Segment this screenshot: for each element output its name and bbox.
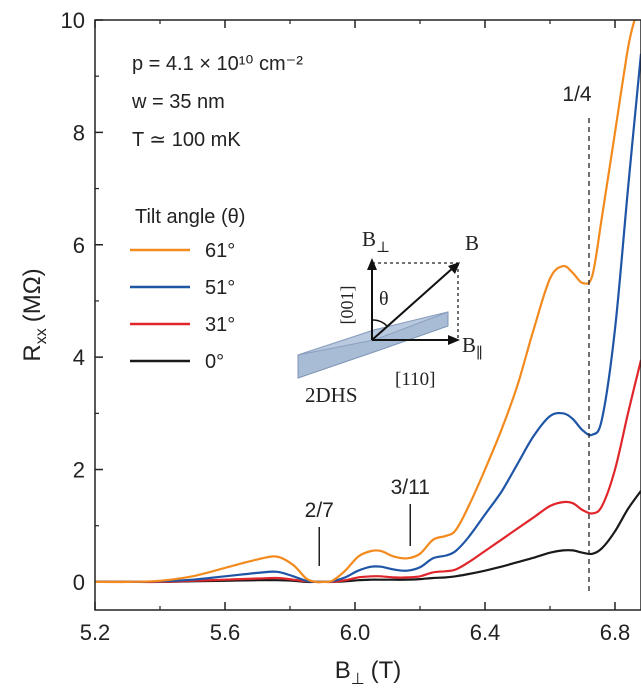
series-line-61deg xyxy=(95,20,636,584)
series-line-51deg xyxy=(95,53,641,584)
legend-label: 61° xyxy=(205,240,235,262)
y-tick-label: 10 xyxy=(61,8,85,33)
plot-frame xyxy=(94,19,641,611)
b-arrowhead xyxy=(448,262,460,274)
x-tick-label: 6.0 xyxy=(340,620,371,645)
density-label: p = 4.1 × 10¹⁰ cm⁻² xyxy=(132,53,303,75)
y-tick-label: 6 xyxy=(73,233,85,258)
x-tick-label: 5.6 xyxy=(210,620,241,645)
b-perp-arrowhead xyxy=(367,258,377,270)
tick-labels: 5.2 5.6 6.0 6.4 6.8 0 2 4 6 8 10 xyxy=(61,8,631,645)
temperature-label: T ≃ 100 mK xyxy=(132,129,241,151)
b-parallel-arrowhead xyxy=(448,335,460,345)
legend-title: Tilt angle (θ) xyxy=(135,206,245,228)
x-tick-label: 6.8 xyxy=(600,620,631,645)
y-tick-label: 2 xyxy=(73,458,85,483)
legend-label: 31° xyxy=(205,314,235,336)
width-label: w = 35 nm xyxy=(131,91,225,113)
theta-label: θ xyxy=(379,288,389,310)
legend-label: 0° xyxy=(205,351,224,373)
series-line-31deg xyxy=(95,359,641,584)
annotation-label: 1/4 xyxy=(562,83,592,106)
annotations: 2/7 3/11 1/4 xyxy=(305,83,592,592)
inset-diagram: B⊥ B B∥ θ [001] [110] 2DHS xyxy=(297,227,483,407)
x-tick-label: 5.2 xyxy=(80,620,111,645)
series-lines xyxy=(95,20,641,584)
theta-arc xyxy=(371,319,388,327)
sample-label: 2DHS xyxy=(305,383,358,407)
y-tick-label: 8 xyxy=(73,120,85,145)
y-tick-label: 4 xyxy=(73,345,85,370)
b-arrow xyxy=(371,266,455,341)
x-axis-label: B⊥ (T) xyxy=(335,657,402,688)
b-perp-label: B⊥ xyxy=(362,227,390,256)
annotation-label: 2/7 xyxy=(305,499,334,522)
y-tick-label: 0 xyxy=(73,570,85,595)
axis-110-label: [110] xyxy=(395,369,435,390)
y-axis-label: Rxx(MΩ) xyxy=(19,268,50,361)
b-parallel-label: B∥ xyxy=(462,333,483,362)
axis-001-label: [001] xyxy=(337,286,357,325)
b-label: B xyxy=(465,231,479,255)
legend: 61° 51° 31° 0° xyxy=(130,240,235,373)
x-tick-label: 6.4 xyxy=(470,620,501,645)
series-line-0deg xyxy=(95,490,641,584)
legend-label: 51° xyxy=(205,277,235,299)
annotation-label: 3/11 xyxy=(391,476,430,499)
